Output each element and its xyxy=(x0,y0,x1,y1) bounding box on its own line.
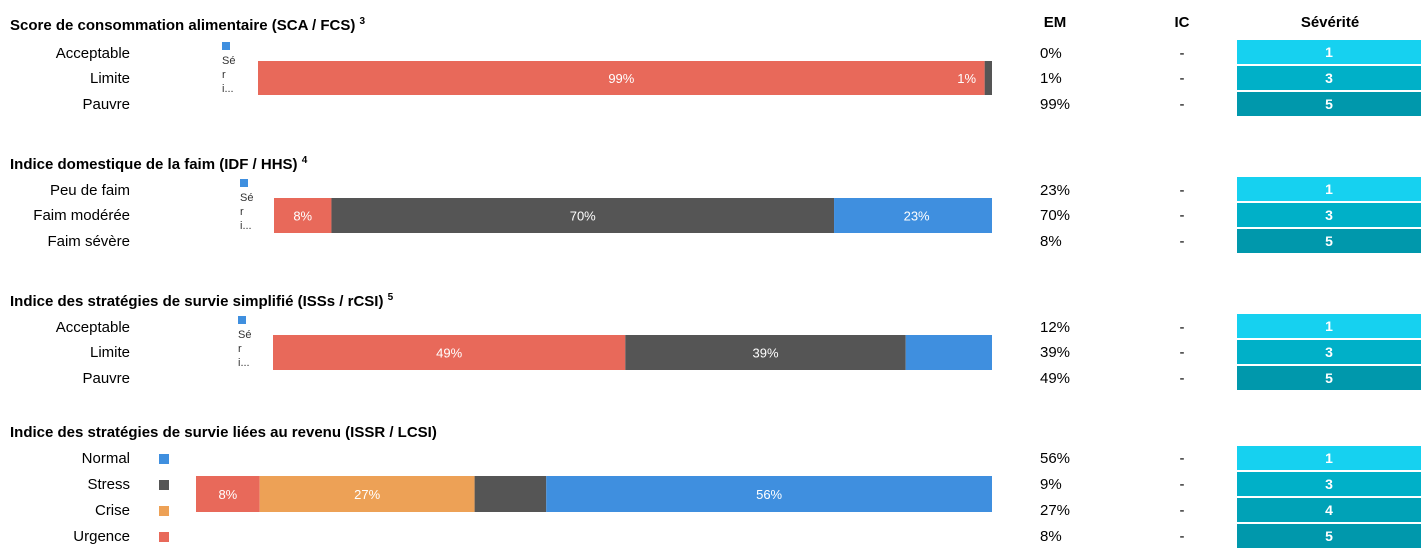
severity-badge: 1 xyxy=(1237,314,1421,338)
section-title-hhs: Indice domestique de la faim (IDF / HHS)… xyxy=(10,155,308,173)
bar-segment xyxy=(273,335,626,370)
bar-data-label: 56% xyxy=(756,487,782,502)
severity-badge: 4 xyxy=(1237,498,1421,522)
bar-data-label: 70% xyxy=(570,209,596,224)
stacked-bar-chart-rcsi: 49% 39% xyxy=(273,335,992,370)
category-label: Faim sévère xyxy=(47,233,130,250)
stacked-bar-chart-fcs: 99% 1% xyxy=(258,61,992,95)
ic-value: - xyxy=(1179,344,1185,361)
severity-badge: 1 xyxy=(1237,446,1421,470)
section-title-rcsi: Indice des stratégies de survie simplifi… xyxy=(10,292,394,310)
em-value: 23% xyxy=(1040,182,1071,199)
series-legend-truncated: Séri... xyxy=(238,314,252,370)
bar-segment xyxy=(196,476,260,512)
severity-badge: 3 xyxy=(1237,472,1421,496)
ic-value: - xyxy=(1179,450,1185,467)
ic-value: - xyxy=(1179,233,1185,250)
em-value: 99% xyxy=(1040,96,1071,113)
ic-value: - xyxy=(1179,45,1185,62)
bar-segment xyxy=(984,61,992,95)
em-value: 8% xyxy=(1040,528,1062,545)
category-label: Limite xyxy=(89,70,130,87)
category-label: Pauvre xyxy=(82,370,130,387)
bar-segment xyxy=(834,198,992,233)
bar-data-label: 27% xyxy=(354,487,380,502)
stacked-bar-chart-hhs: 8% 70% 23% xyxy=(274,198,992,233)
category-label: Urgence xyxy=(73,528,130,545)
stacked-bar-chart-lcsi: 8% 27% 56% xyxy=(196,476,992,512)
severity-badge: 3 xyxy=(1237,66,1421,90)
em-column-header: EM xyxy=(1043,14,1067,31)
series-legend-truncated: Séri... xyxy=(240,177,254,233)
em-value: 1% xyxy=(1040,70,1062,87)
ic-value: - xyxy=(1179,319,1185,336)
em-value: 27% xyxy=(1040,502,1071,519)
severity-badge: 1 xyxy=(1237,40,1421,64)
category-label: Limite xyxy=(89,344,130,361)
bar-data-label: 1% xyxy=(957,71,976,86)
legend-swatch-icon xyxy=(222,42,230,50)
bar-segment xyxy=(259,476,475,512)
bar-segment xyxy=(474,476,547,512)
ic-value: - xyxy=(1179,70,1185,87)
em-value: 39% xyxy=(1040,344,1071,361)
severity-badge: 5 xyxy=(1237,229,1421,253)
legend-swatch-crise xyxy=(159,506,169,516)
ic-value: - xyxy=(1179,528,1185,545)
bar-data-label: 8% xyxy=(293,209,312,224)
bar-segment xyxy=(258,61,985,95)
ic-value: - xyxy=(1179,476,1185,493)
severity-badge: 3 xyxy=(1237,340,1421,364)
em-value: 0% xyxy=(1040,45,1062,62)
em-value: 8% xyxy=(1040,233,1062,250)
bar-data-label: 99% xyxy=(608,71,634,86)
legend-swatch-stress xyxy=(159,480,169,490)
legend-swatch-urgence xyxy=(159,532,169,542)
legend-swatch-icon xyxy=(240,179,248,187)
section-title-lcsi: Indice des stratégies de survie liées au… xyxy=(10,424,437,441)
category-label: Faim modérée xyxy=(33,207,130,224)
ic-value: - xyxy=(1179,207,1185,224)
bar-data-label: 49% xyxy=(436,346,462,361)
ic-value: - xyxy=(1179,502,1185,519)
bar-segment xyxy=(331,198,835,233)
ic-value: - xyxy=(1179,370,1185,387)
bar-segment xyxy=(274,198,332,233)
legend-swatch-normal xyxy=(159,454,169,464)
category-label: Acceptable xyxy=(55,45,130,62)
series-legend-truncated: Séri... xyxy=(222,40,236,96)
em-value: 70% xyxy=(1040,207,1071,224)
em-value: 49% xyxy=(1040,370,1071,387)
bar-segment xyxy=(625,335,906,370)
category-label: Normal xyxy=(81,450,130,467)
severity-column-header: Sévérité xyxy=(1300,14,1360,31)
category-label: Stress xyxy=(87,476,130,493)
severity-badge: 5 xyxy=(1237,366,1421,390)
category-label: Pauvre xyxy=(82,96,130,113)
severity-badge: 5 xyxy=(1237,524,1421,548)
severity-badge: 3 xyxy=(1237,203,1421,227)
section-title-fcs: Score de consommation alimentaire (SCA /… xyxy=(10,16,366,34)
bar-data-label: 23% xyxy=(904,209,930,224)
ic-value: - xyxy=(1179,182,1185,199)
bar-segment xyxy=(546,476,992,512)
em-value: 56% xyxy=(1040,450,1071,467)
category-label: Peu de faim xyxy=(49,182,130,199)
bar-data-label: 39% xyxy=(752,346,778,361)
bar-segment xyxy=(905,335,992,370)
legend-swatch-icon xyxy=(238,316,246,324)
ic-value: - xyxy=(1179,96,1185,113)
ic-column-header: IC xyxy=(1174,14,1190,31)
category-label: Acceptable xyxy=(55,319,130,336)
severity-badge: 5 xyxy=(1237,92,1421,116)
severity-badge: 1 xyxy=(1237,177,1421,201)
bar-data-label: 8% xyxy=(218,487,237,502)
category-label: Crise xyxy=(94,502,130,519)
em-value: 9% xyxy=(1040,476,1062,493)
em-value: 12% xyxy=(1040,319,1071,336)
